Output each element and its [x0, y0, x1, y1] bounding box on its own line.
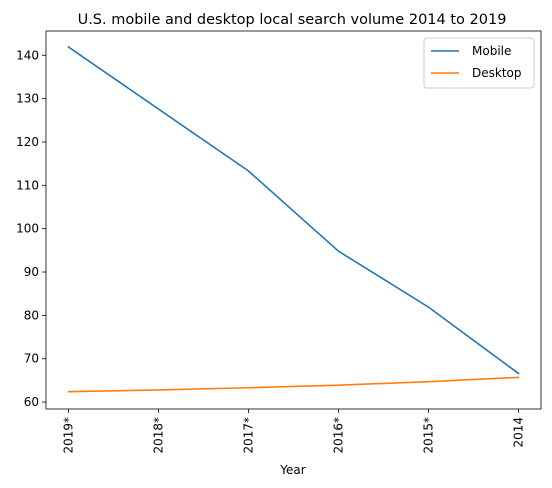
series-line-desktop [67, 376, 520, 393]
y-tick-label: 120 [16, 135, 39, 149]
y-tick-label: 110 [16, 178, 39, 192]
plot-frame [45, 30, 542, 410]
series-line-mobile [67, 45, 520, 375]
x-tick-label: 2015* [422, 417, 436, 454]
series-layer [67, 45, 520, 393]
y-tick-label: 100 [16, 222, 39, 236]
x-axis-label: Year [279, 463, 305, 477]
legend: Mobile Desktop [423, 37, 535, 89]
y-tick-label: 90 [24, 265, 39, 279]
y-tick-label: 140 [16, 48, 39, 62]
y-axis: 60 70 80 90 100 110 120 130 140 [16, 48, 46, 409]
y-tick-label: 60 [24, 395, 39, 409]
chart-title: U.S. mobile and desktop local search vol… [78, 12, 507, 28]
y-tick-label: 70 [24, 352, 39, 366]
legend-label-mobile: Mobile [472, 44, 511, 58]
legend-label-desktop: Desktop [472, 66, 522, 80]
plot-area [46, 31, 541, 409]
y-tick-label: 80 [24, 308, 39, 322]
x-tick-label: 2019* [62, 417, 76, 454]
x-tick-label: 2014 [512, 417, 526, 448]
x-tick-label: 2016* [332, 417, 346, 454]
x-tick-label: 2017* [242, 417, 256, 454]
x-tick-label: 2018* [152, 417, 166, 454]
y-tick-label: 130 [16, 92, 39, 106]
x-axis: 2019* 2018* 2017* 2016* 2015* 2014 [62, 409, 526, 454]
